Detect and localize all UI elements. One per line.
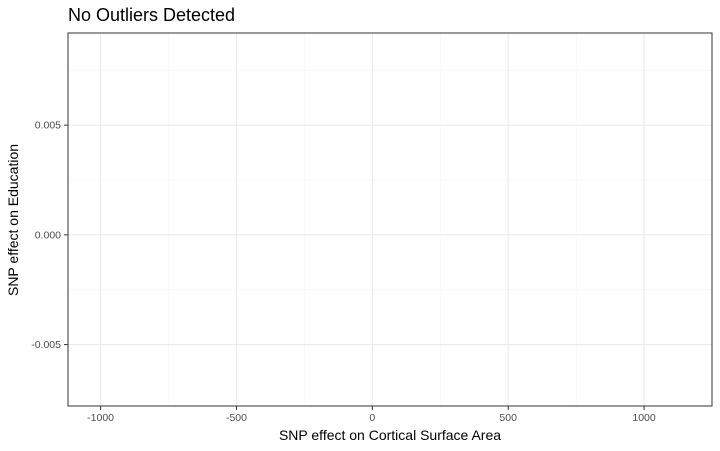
x-tick-label: 500 [499, 412, 517, 424]
major-gridlines [68, 33, 712, 406]
y-axis-title: SNP effect on Education [5, 144, 21, 296]
chart-title: No Outliers Detected [68, 5, 235, 25]
minor-gridlines [68, 33, 712, 406]
x-tick-label: -1000 [87, 412, 114, 424]
x-axis-ticks: -1000 -500 0 500 1000 [87, 406, 656, 424]
x-tick-label: -500 [226, 412, 247, 424]
panel-border [67, 32, 713, 407]
x-tick-label: 1000 [632, 412, 656, 424]
y-axis-ticks: -0.005 0.000 0.005 [31, 120, 68, 351]
x-axis-title: SNP effect on Cortical Surface Area [279, 427, 501, 443]
x-tick-label: 0 [369, 412, 375, 424]
y-tick-label: 0.000 [35, 229, 61, 241]
y-tick-label: 0.005 [35, 120, 61, 132]
y-tick-label: -0.005 [31, 339, 61, 351]
